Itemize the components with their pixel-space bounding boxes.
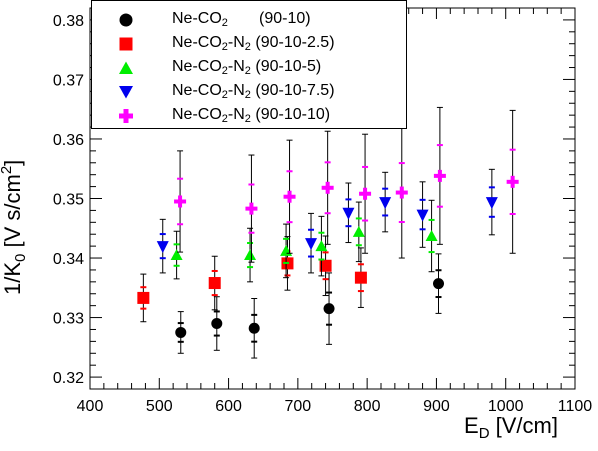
y-tick-label: 0.33 [53, 311, 84, 328]
data-point [416, 209, 429, 222]
x-tick-label: 600 [215, 398, 242, 415]
x-tick-label: 400 [77, 398, 104, 415]
legend-marker-triangle-up-icon [119, 61, 133, 74]
x-axis-title: ED [V/cm] [464, 413, 558, 442]
legend-entry-ne-co2-n2-7-5: Ne-CO2-N2 (90-10-7.5) [92, 80, 408, 102]
data-point [156, 241, 169, 254]
data-point [319, 259, 332, 272]
data-point [170, 249, 183, 261]
data-point [433, 278, 445, 290]
legend: Ne-CO2 (90-10) Ne-CO2-N2 (90-10-2.5) Ne-… [91, 0, 407, 129]
data-point [485, 197, 498, 210]
y-tick-label: 0.38 [53, 13, 84, 30]
legend-label-ne-co2-n2-2-5: Ne-CO2-N2 (90-10-2.5) [172, 34, 335, 53]
data-point [379, 197, 392, 210]
legend-marker-plus-icon [119, 109, 133, 123]
y-tick-label: 0.35 [53, 192, 84, 209]
data-point [174, 195, 187, 208]
data-point [433, 169, 446, 182]
x-tick-label: 1000 [488, 398, 524, 415]
x-tick-label: 500 [146, 398, 173, 415]
y-tick-label: 0.37 [53, 72, 84, 89]
x-tick-label: 700 [285, 398, 312, 415]
y-tick-label: 0.34 [53, 251, 84, 268]
legend-entry-ne-co2-n2-10: Ne-CO2-N2 (90-10-10) [92, 104, 408, 126]
data-point [283, 190, 296, 203]
data-point [359, 187, 372, 200]
data-point [248, 322, 260, 334]
legend-label-ne-co2-n2-5: Ne-CO2-N2 (90-10-5) [172, 58, 322, 77]
data-point [245, 202, 258, 215]
y-tick-label: 0.36 [53, 132, 84, 149]
y-axis-title: 1/K0 [V s/cm2] [0, 159, 29, 295]
data-point [305, 238, 318, 251]
data-point [175, 326, 187, 338]
data-point [137, 291, 150, 304]
x-tick-label: 800 [354, 398, 381, 415]
data-point [354, 271, 367, 284]
legend-entry-ne-co2-n2-2-5: Ne-CO2-N2 (90-10-2.5) [92, 32, 408, 54]
legend-label-ne-co2-n2-10: Ne-CO2-N2 (90-10-10) [172, 106, 331, 125]
data-point [208, 277, 221, 290]
data-point [211, 318, 223, 330]
data-point [506, 175, 519, 188]
data-point [323, 303, 335, 315]
legend-entry-ne-co2: Ne-CO2 (90-10) [92, 8, 408, 30]
data-point [342, 207, 355, 220]
x-tick-label: 1100 [558, 398, 593, 415]
legend-label-ne-co2: Ne-CO2 (90-10) [172, 10, 311, 29]
data-point [244, 249, 257, 261]
data-point [321, 181, 334, 194]
data-point [425, 230, 438, 242]
legend-label-ne-co2-n2-7-5: Ne-CO2-N2 (90-10-7.5) [172, 82, 335, 101]
x-tick-label: 900 [423, 398, 450, 415]
legend-entry-ne-co2-n2-5: Ne-CO2-N2 (90-10-5) [92, 56, 408, 78]
data-point [395, 186, 408, 199]
legend-marker-circle-icon [119, 13, 133, 27]
legend-marker-square-icon [119, 37, 133, 51]
y-tick-label: 0.32 [53, 370, 84, 387]
data-point [352, 225, 365, 237]
legend-marker-triangle-down-icon [119, 86, 133, 99]
data-point [315, 240, 328, 252]
